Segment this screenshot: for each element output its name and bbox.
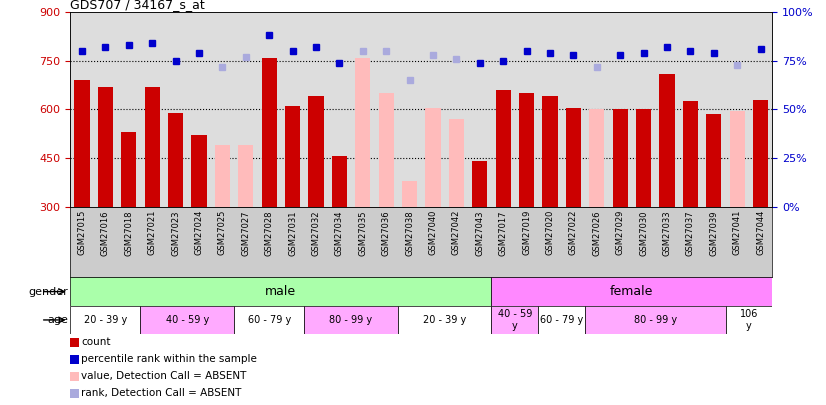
Text: 80 - 99 y: 80 - 99 y [330, 315, 373, 325]
Bar [378, 93, 394, 207]
Bar [398, 306, 491, 334]
Bar [706, 114, 721, 207]
Bar [234, 306, 304, 334]
Bar [589, 109, 605, 207]
Text: GSM27018: GSM27018 [124, 210, 133, 256]
Bar [74, 80, 89, 207]
Text: GSM27036: GSM27036 [382, 210, 391, 256]
Bar [425, 108, 440, 207]
Text: GSM27024: GSM27024 [194, 210, 203, 256]
Text: GSM27042: GSM27042 [452, 210, 461, 256]
Text: GSM27044: GSM27044 [756, 210, 765, 256]
Bar [491, 306, 539, 334]
Text: gender: gender [29, 287, 69, 296]
Bar [725, 306, 772, 334]
Text: GSM27043: GSM27043 [475, 210, 484, 256]
Text: 60 - 79 y: 60 - 79 y [540, 315, 583, 325]
Text: rank, Detection Call = ABSENT: rank, Detection Call = ABSENT [81, 388, 241, 398]
Text: female: female [610, 285, 653, 298]
Bar [332, 156, 347, 207]
Text: GSM27034: GSM27034 [335, 210, 344, 256]
Text: GSM27019: GSM27019 [522, 210, 531, 256]
Bar [753, 100, 768, 207]
Text: 40 - 59 y: 40 - 59 y [165, 315, 209, 325]
Text: 60 - 79 y: 60 - 79 y [248, 315, 291, 325]
Text: GSM27020: GSM27020 [545, 210, 554, 256]
Text: GSM27026: GSM27026 [592, 210, 601, 256]
Text: GSM27033: GSM27033 [662, 210, 672, 256]
Bar [304, 306, 398, 334]
Text: GSM27038: GSM27038 [405, 210, 414, 256]
Text: GSM27022: GSM27022 [569, 210, 578, 256]
Bar [402, 181, 417, 207]
Bar [543, 96, 558, 207]
Text: GSM27032: GSM27032 [311, 210, 320, 256]
Bar [121, 132, 136, 207]
Bar [215, 145, 230, 207]
Bar [355, 58, 370, 207]
Bar [491, 277, 772, 306]
Bar [613, 109, 628, 207]
Bar [472, 161, 487, 207]
Bar [70, 277, 491, 306]
Text: GSM27030: GSM27030 [639, 210, 648, 256]
Text: GSM27016: GSM27016 [101, 210, 110, 256]
Bar [262, 58, 277, 207]
Bar [683, 101, 698, 207]
Bar [636, 109, 651, 207]
Text: 106
y: 106 y [740, 309, 758, 331]
Text: GDS707 / 34167_s_at: GDS707 / 34167_s_at [70, 0, 205, 11]
Text: GSM27031: GSM27031 [288, 210, 297, 256]
Text: GSM27035: GSM27035 [358, 210, 368, 256]
Bar [496, 90, 510, 207]
Bar [97, 87, 113, 207]
Text: GSM27037: GSM27037 [686, 210, 695, 256]
Text: GSM27023: GSM27023 [171, 210, 180, 256]
Bar [192, 135, 206, 207]
Text: GSM27027: GSM27027 [241, 210, 250, 256]
Bar [285, 106, 300, 207]
Bar [659, 74, 675, 207]
Text: GSM27039: GSM27039 [710, 210, 719, 256]
Bar [238, 145, 254, 207]
Bar [566, 108, 581, 207]
Bar [70, 306, 140, 334]
Text: male: male [265, 285, 297, 298]
Text: 80 - 99 y: 80 - 99 y [634, 315, 676, 325]
Bar [585, 306, 725, 334]
Text: 20 - 39 y: 20 - 39 y [83, 315, 127, 325]
Bar [539, 306, 585, 334]
Text: count: count [81, 337, 111, 347]
Text: 40 - 59
y: 40 - 59 y [498, 309, 532, 331]
Text: GSM27015: GSM27015 [78, 210, 87, 256]
Text: GSM27040: GSM27040 [429, 210, 438, 256]
Bar [145, 87, 159, 207]
Bar [519, 93, 534, 207]
Text: GSM27029: GSM27029 [615, 210, 624, 256]
Text: GSM27041: GSM27041 [733, 210, 742, 256]
Text: value, Detection Call = ABSENT: value, Detection Call = ABSENT [81, 371, 246, 381]
Bar [308, 96, 324, 207]
Text: percentile rank within the sample: percentile rank within the sample [81, 354, 257, 364]
Bar [729, 111, 745, 207]
Text: GSM27021: GSM27021 [148, 210, 157, 256]
Text: GSM27028: GSM27028 [264, 210, 273, 256]
Bar [449, 119, 464, 207]
Text: GSM27017: GSM27017 [499, 210, 508, 256]
Bar [168, 113, 183, 207]
Text: GSM27025: GSM27025 [218, 210, 227, 256]
Bar [140, 306, 234, 334]
Text: 20 - 39 y: 20 - 39 y [423, 315, 467, 325]
Text: age: age [48, 315, 69, 325]
